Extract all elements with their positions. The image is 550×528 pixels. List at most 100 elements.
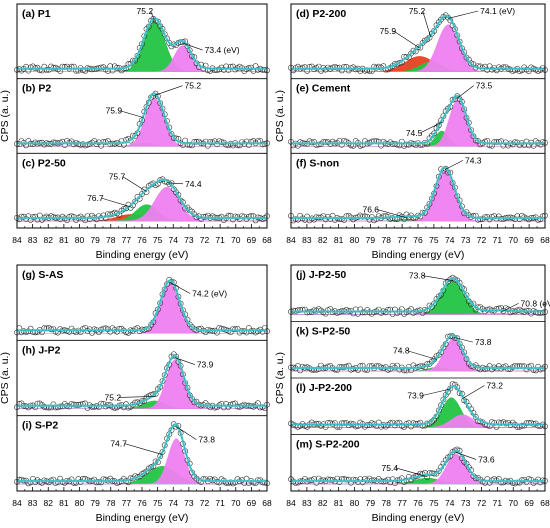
data-point bbox=[186, 47, 193, 54]
x-tick-label: 71 bbox=[215, 498, 225, 508]
plot-frame bbox=[290, 3, 546, 229]
peak-annotation: 74.3 bbox=[465, 155, 482, 165]
annotation-leader bbox=[124, 443, 163, 455]
x-tick-label: 75 bbox=[429, 235, 439, 245]
x-tick-label: 78 bbox=[106, 498, 116, 508]
peak-annotation: 73.8 bbox=[409, 271, 426, 281]
annotation-leader bbox=[100, 197, 132, 208]
fit-curve bbox=[17, 92, 267, 144]
x-tick-label: 74 bbox=[169, 235, 179, 245]
fit-curve bbox=[291, 278, 545, 312]
data-point bbox=[523, 420, 530, 427]
x-tick-label: 80 bbox=[75, 498, 85, 508]
fit-curve bbox=[17, 179, 267, 219]
data-point bbox=[359, 213, 366, 220]
x-tick-label: 73 bbox=[184, 498, 194, 508]
data-point bbox=[154, 18, 161, 25]
x-tick-label: 79 bbox=[90, 235, 100, 245]
x-tick-label: 80 bbox=[350, 235, 360, 245]
data-point bbox=[36, 67, 43, 73]
fit-curve bbox=[291, 15, 545, 70]
panel: (d) P2-200 75.9 75.2 74.1 (eV) bbox=[288, 6, 548, 75]
x-tick-label: 70 bbox=[231, 498, 241, 508]
x-tick-label: 78 bbox=[106, 235, 116, 245]
x-tick-label: 82 bbox=[318, 235, 328, 245]
annotation-leader bbox=[182, 42, 203, 51]
y-axis-label: CPS (a. u.) bbox=[0, 90, 11, 142]
fit-curve bbox=[291, 385, 545, 425]
annotation-leader bbox=[118, 396, 155, 398]
data-point bbox=[50, 401, 57, 408]
data-point bbox=[229, 326, 236, 332]
x-tick-label: 69 bbox=[524, 498, 534, 508]
x-tick-label: 74 bbox=[445, 498, 455, 508]
x-tick-label: 84 bbox=[286, 498, 296, 508]
peak-component bbox=[291, 170, 545, 222]
annotation-leader bbox=[122, 176, 147, 192]
data-point bbox=[43, 67, 50, 73]
fit-envelope bbox=[291, 333, 545, 370]
peak-annotation: 73.9 bbox=[407, 391, 424, 401]
peak-annotation: 75.2 bbox=[185, 81, 202, 91]
fit-curve bbox=[17, 354, 267, 407]
annotation-leader bbox=[456, 452, 477, 460]
panel-label: (h) J-P2 bbox=[22, 344, 61, 356]
panel: (l) J-P2-200 73.9 73.2 bbox=[288, 381, 548, 430]
data-point bbox=[259, 479, 266, 486]
annotation-leader bbox=[376, 209, 409, 219]
peak-annotation: 73.6 bbox=[478, 454, 495, 464]
peak-annotation: 75.2 bbox=[105, 392, 122, 402]
x-tick-label: 71 bbox=[493, 235, 503, 245]
annotation-leader bbox=[393, 30, 420, 49]
data-point bbox=[77, 401, 84, 408]
data-point bbox=[435, 407, 442, 414]
data-point bbox=[387, 420, 394, 427]
raw-data-points bbox=[288, 165, 548, 224]
data-point bbox=[477, 216, 484, 223]
data-point bbox=[93, 479, 100, 486]
panel: (j) J-P2-50 73.8 70.8 (eV) bbox=[288, 269, 550, 317]
fit-curve bbox=[17, 280, 267, 331]
fit-envelope bbox=[17, 354, 267, 407]
peak-component bbox=[16, 283, 268, 334]
panel: (e) Cement 74.5 73.5 bbox=[288, 81, 548, 149]
x-tick-label: 82 bbox=[318, 498, 328, 508]
data-point bbox=[152, 391, 159, 397]
x-tick-label: 69 bbox=[247, 498, 257, 508]
x-tick-label: 79 bbox=[366, 498, 376, 508]
annotation-leader bbox=[500, 303, 519, 313]
x-tick-label: 81 bbox=[59, 498, 69, 508]
data-point bbox=[225, 403, 232, 410]
data-point bbox=[223, 141, 229, 148]
x-tick-label: 83 bbox=[28, 498, 38, 508]
data-point bbox=[495, 138, 502, 145]
x-tick-label: 75 bbox=[429, 498, 439, 508]
x-tick-label: 75 bbox=[153, 498, 163, 508]
x-tick-label: 73 bbox=[461, 235, 471, 245]
x-tick-label: 68 bbox=[262, 235, 272, 245]
annotation-leader bbox=[150, 10, 155, 21]
fit-envelope bbox=[17, 17, 267, 70]
fit-curve bbox=[17, 423, 267, 482]
x-axis-label: Binding energy (eV) bbox=[96, 512, 189, 524]
annotation-leader bbox=[166, 182, 184, 185]
x-tick-label: 84 bbox=[286, 235, 296, 245]
x-tick-label: 81 bbox=[59, 235, 69, 245]
x-tick-label: 73 bbox=[461, 498, 471, 508]
panel-label: (f) S-non bbox=[296, 157, 339, 169]
annotation-leader bbox=[448, 10, 479, 19]
panel-label: (i) S-P2 bbox=[22, 420, 58, 432]
x-tick-label: 73 bbox=[184, 235, 194, 245]
data-point bbox=[343, 476, 350, 483]
x-tick-label: 68 bbox=[262, 498, 272, 508]
data-point bbox=[493, 139, 500, 145]
data-point bbox=[431, 300, 438, 307]
x-tick-label: 82 bbox=[44, 498, 54, 508]
panel: (b) P2 75.9 75.2 bbox=[14, 81, 270, 149]
x-tick-label: 71 bbox=[493, 498, 503, 508]
data-point bbox=[225, 67, 232, 73]
annotation-leader bbox=[419, 121, 442, 134]
peak-annotation: 74.8 bbox=[393, 346, 410, 356]
data-point bbox=[410, 47, 417, 54]
x-tick-label: 81 bbox=[334, 235, 344, 245]
